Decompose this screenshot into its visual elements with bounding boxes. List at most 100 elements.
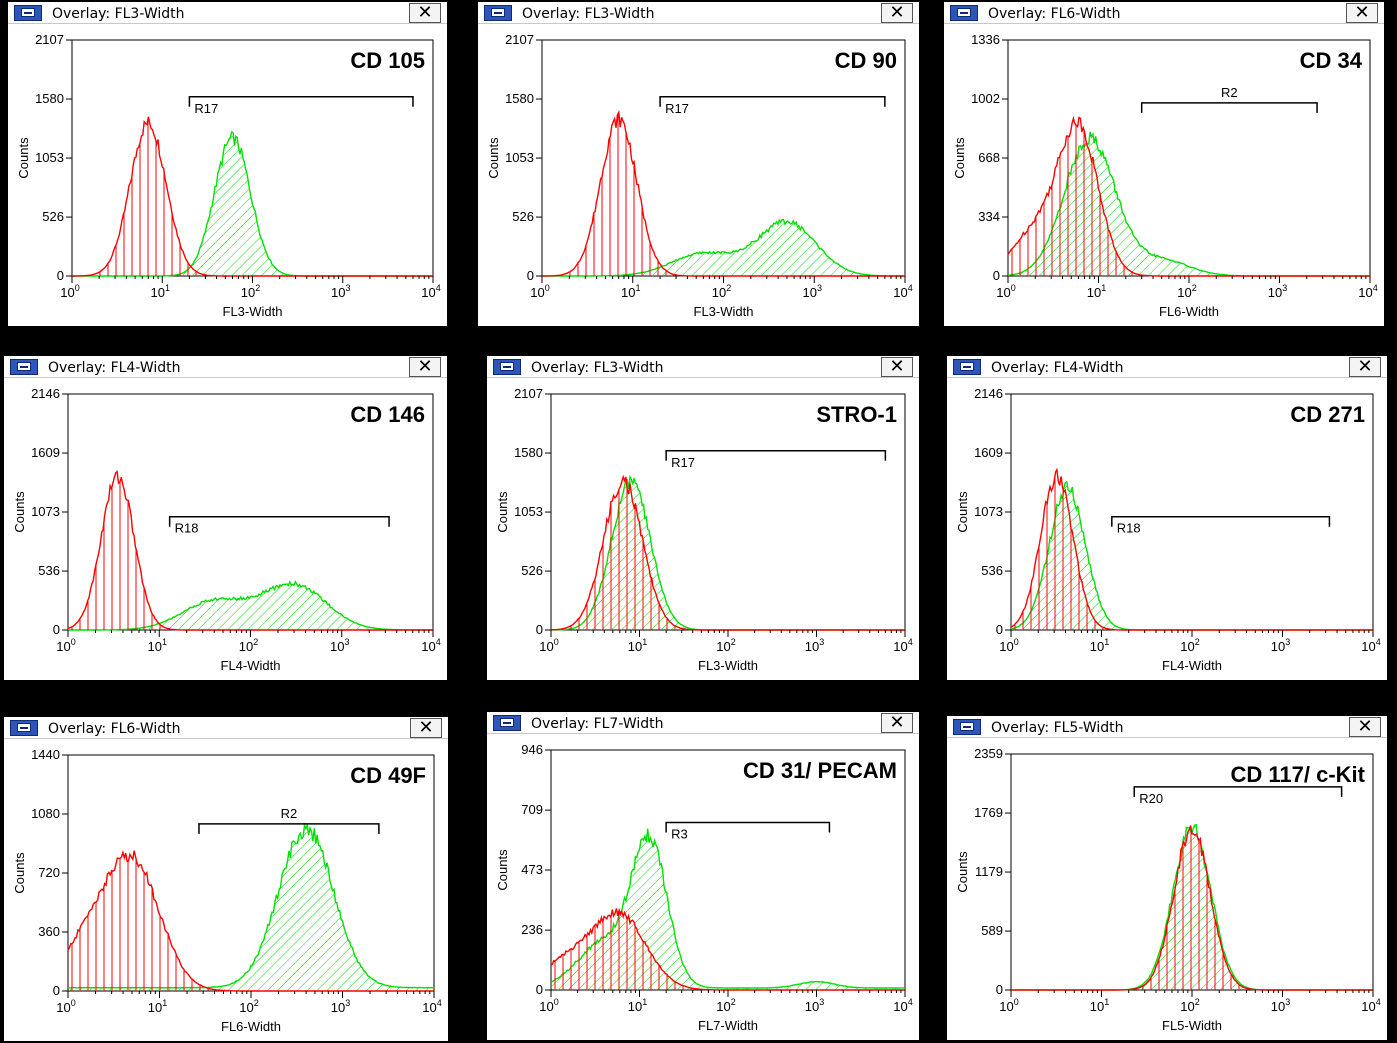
y-tick-label: 668 bbox=[978, 150, 1000, 165]
window-title: Overlay: FL3-Width bbox=[52, 6, 185, 22]
x-tick-label: 100 bbox=[539, 997, 558, 1014]
window-titlebar[interactable]: Overlay: FL6-Width ✕ bbox=[944, 2, 1384, 24]
close-button[interactable]: ✕ bbox=[1349, 717, 1381, 737]
window-titlebar[interactable]: Overlay: FL4-Width ✕ bbox=[947, 356, 1387, 378]
x-tick-label: 104 bbox=[421, 283, 440, 300]
x-axis-label: FL3-Width bbox=[698, 658, 758, 673]
x-tick-label: 101 bbox=[628, 637, 647, 654]
y-tick-label: 1080 bbox=[31, 806, 60, 821]
marker-title: CD 271 bbox=[1290, 402, 1365, 427]
y-axis-label: Counts bbox=[495, 849, 510, 891]
x-tick-label: 103 bbox=[1271, 997, 1290, 1014]
y-tick-label: 1073 bbox=[31, 504, 60, 519]
histogram-window[interactable]: Overlay: FL7-Width ✕ 0 236 473 709 946 100 101 10… bbox=[487, 712, 919, 1040]
gate-bracket bbox=[1111, 515, 1331, 527]
window-titlebar[interactable]: Overlay: FL5-Width ✕ bbox=[947, 716, 1387, 738]
x-tick-label: 101 bbox=[1090, 997, 1109, 1014]
x-tick-label: 103 bbox=[1271, 637, 1290, 654]
window-menu-icon[interactable] bbox=[953, 719, 981, 735]
y-tick-label: 0 bbox=[527, 268, 534, 283]
close-button[interactable]: ✕ bbox=[409, 3, 441, 23]
close-button[interactable]: ✕ bbox=[881, 3, 913, 23]
y-axis-label: Counts bbox=[495, 491, 510, 533]
gate-label: R17 bbox=[671, 455, 695, 470]
histogram-window[interactable]: Overlay: FL3-Width ✕ 0 526 1053 1580 2107 100 10… bbox=[487, 356, 919, 680]
histogram-plot: 0 526 1053 1580 2107 100 101 102 103 104 FL3-Width… bbox=[16, 32, 441, 319]
window-menu-icon[interactable] bbox=[493, 715, 521, 731]
x-axis-label: FL6-Width bbox=[221, 1019, 281, 1034]
window-menu-icon[interactable] bbox=[950, 5, 978, 21]
y-tick-label: 1336 bbox=[971, 32, 1000, 47]
close-button[interactable]: ✕ bbox=[881, 357, 913, 377]
window-menu-icon[interactable] bbox=[10, 720, 38, 736]
histogram-window[interactable]: Overlay: FL4-Width ✕ 0 536 1073 1609 2146 100 10… bbox=[4, 356, 447, 680]
window-menu-icon[interactable] bbox=[484, 5, 512, 21]
x-tick-label: 100 bbox=[56, 998, 75, 1015]
window-titlebar[interactable]: Overlay: FL3-Width ✕ bbox=[478, 2, 919, 24]
series-fill bbox=[551, 908, 905, 990]
y-tick-label: 1580 bbox=[35, 91, 64, 106]
close-button[interactable]: ✕ bbox=[410, 718, 442, 738]
y-tick-label: 0 bbox=[53, 983, 60, 998]
series-fill bbox=[68, 824, 434, 991]
window-menu-icon[interactable] bbox=[10, 359, 38, 375]
series-fill bbox=[72, 116, 433, 276]
y-tick-label: 0 bbox=[53, 622, 60, 637]
y-tick-label: 1609 bbox=[31, 445, 60, 460]
close-button[interactable]: ✕ bbox=[409, 357, 441, 377]
histogram-window[interactable]: Overlay: FL5-Width ✕ 0 589 1179 1769 2359 100 10… bbox=[947, 716, 1387, 1040]
y-tick-label: 526 bbox=[512, 209, 534, 224]
window-menu-icon[interactable] bbox=[14, 5, 42, 21]
x-tick-label: 102 bbox=[716, 997, 735, 1014]
histogram-window[interactable]: Overlay: FL3-Width ✕ 0 526 1053 1580 2107 100 10… bbox=[478, 2, 919, 326]
y-axis-label: Counts bbox=[486, 137, 501, 179]
y-tick-label: 334 bbox=[978, 209, 1000, 224]
window-titlebar[interactable]: Overlay: FL4-Width ✕ bbox=[4, 356, 447, 378]
x-tick-label: 101 bbox=[1090, 637, 1109, 654]
y-tick-label: 709 bbox=[521, 802, 543, 817]
x-tick-label: 102 bbox=[1180, 637, 1199, 654]
x-axis-label: FL4-Width bbox=[1162, 658, 1222, 673]
histogram-plot: 0 536 1073 1609 2146 100 101 102 103 104 FL4-Width… bbox=[955, 386, 1381, 673]
y-tick-label: 1580 bbox=[505, 91, 534, 106]
close-button[interactable]: ✕ bbox=[1349, 357, 1381, 377]
gate-label: R2 bbox=[1221, 85, 1238, 100]
y-tick-label: 360 bbox=[38, 924, 60, 939]
y-tick-label: 946 bbox=[521, 742, 543, 757]
y-axis-label: Counts bbox=[955, 851, 970, 893]
gate-bracket bbox=[168, 515, 390, 527]
x-tick-label: 102 bbox=[716, 637, 735, 654]
window-titlebar[interactable]: Overlay: FL3-Width ✕ bbox=[487, 356, 919, 378]
marker-title: CD 31/ PECAM bbox=[743, 758, 897, 783]
histogram-window[interactable]: Overlay: FL6-Width ✕ 0 360 720 1080 1440 100 101… bbox=[4, 717, 448, 1041]
y-axis-label: Counts bbox=[12, 852, 27, 894]
x-tick-label: 104 bbox=[1361, 997, 1380, 1014]
window-menu-icon[interactable] bbox=[953, 359, 981, 375]
window-titlebar[interactable]: Overlay: FL6-Width ✕ bbox=[4, 717, 448, 739]
close-button[interactable]: ✕ bbox=[1346, 3, 1378, 23]
histogram-window[interactable]: Overlay: FL6-Width ✕ 0 334 668 1002 1336 100 101… bbox=[944, 2, 1384, 326]
histogram-window[interactable]: Overlay: FL4-Width ✕ 0 536 1073 1609 2146 100 10… bbox=[947, 356, 1387, 680]
y-tick-label: 2107 bbox=[35, 32, 64, 47]
x-tick-label: 103 bbox=[331, 283, 350, 300]
close-button[interactable]: ✕ bbox=[881, 713, 913, 733]
marker-title: CD 146 bbox=[350, 402, 425, 427]
series-fill bbox=[1011, 825, 1373, 990]
gate-bracket bbox=[1140, 102, 1318, 113]
window-titlebar[interactable]: Overlay: FL7-Width ✕ bbox=[487, 712, 919, 734]
y-tick-label: 720 bbox=[38, 865, 60, 880]
y-tick-label: 236 bbox=[521, 922, 543, 937]
x-tick-label: 101 bbox=[621, 283, 640, 300]
y-axis-label: Counts bbox=[12, 491, 27, 533]
gate-label: R18 bbox=[175, 521, 199, 536]
histogram-window[interactable]: Overlay: FL3-Width ✕ 0 526 1053 1580 2107 100 10… bbox=[8, 2, 447, 326]
window-titlebar[interactable]: Overlay: FL3-Width ✕ bbox=[8, 2, 447, 24]
y-tick-label: 1609 bbox=[974, 445, 1003, 460]
histogram-plot: 0 589 1179 1769 2359 100 101 102 103 104 FL5-Width… bbox=[955, 746, 1381, 1033]
window-menu-icon[interactable] bbox=[493, 359, 521, 375]
x-tick-label: 102 bbox=[712, 283, 731, 300]
window-title: Overlay: FL5-Width bbox=[991, 720, 1124, 736]
y-tick-label: 1002 bbox=[971, 91, 1000, 106]
y-tick-label: 0 bbox=[993, 268, 1000, 283]
marker-title: CD 34 bbox=[1300, 48, 1363, 73]
